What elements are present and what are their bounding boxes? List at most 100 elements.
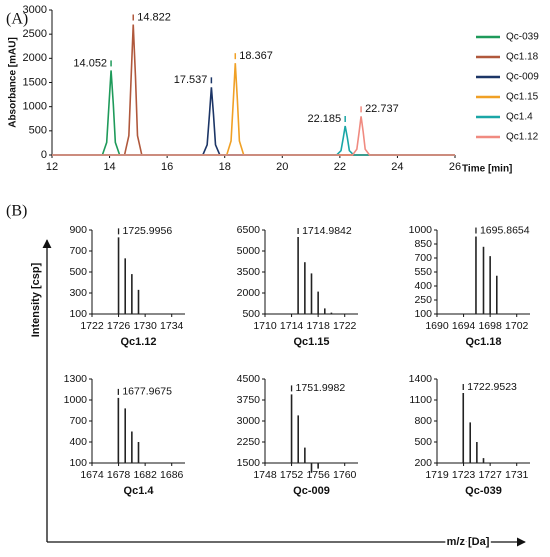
- x-tick-label: 1674: [80, 469, 104, 481]
- x-tick-label: 1730: [133, 320, 157, 332]
- peak-label: 1677.9675: [122, 386, 172, 398]
- y-tick-label: 5000: [237, 245, 261, 257]
- legend-label: Qc-009: [506, 72, 539, 83]
- y-tick-label: 1000: [64, 394, 88, 406]
- y-tick-label: 6500: [237, 224, 261, 236]
- x-tick-label: 1734: [160, 320, 184, 332]
- peak-label: 18.367: [239, 50, 273, 62]
- x-tick-label: 1726: [107, 320, 131, 332]
- y-tick-label: 550: [414, 266, 432, 278]
- x-tick-label: 26: [449, 161, 461, 173]
- x-tick-label: 1718: [306, 320, 330, 332]
- line-series: [52, 125, 455, 156]
- y-tick-label: 500: [69, 266, 87, 278]
- y-tick-label: 3750: [237, 394, 261, 406]
- x-tick-label: 1690: [425, 320, 449, 332]
- chart-title: Qc-039: [465, 485, 502, 497]
- x-tick-label: 24: [391, 161, 403, 173]
- y-tick-label: 100: [69, 308, 87, 320]
- x-tick-label: 1694: [452, 320, 476, 332]
- x-tick-label: 1760: [333, 469, 357, 481]
- chart-title: Qc1.15: [293, 336, 329, 348]
- y-tick-label: 4500: [237, 373, 261, 385]
- legend-label: Qc1.4: [506, 112, 533, 123]
- y-tick-label: 300: [69, 287, 87, 299]
- y-tick-label: 0: [41, 149, 47, 161]
- y-tick-label: 3500: [237, 266, 261, 278]
- y-tick-label: 2500: [23, 28, 47, 40]
- x-tick-label: 1722: [80, 320, 104, 332]
- y-tick-label: 1100: [409, 394, 432, 406]
- x-tick-label: 1748: [253, 469, 277, 481]
- line-series: [52, 116, 455, 156]
- y-tick-label: 700: [69, 415, 87, 427]
- y-tick-label: 500: [29, 125, 47, 137]
- x-tick-label: 1731: [505, 469, 529, 481]
- y-tick-label: 800: [414, 415, 432, 427]
- peak-label: 1725.9956: [123, 225, 173, 237]
- x-tick-label: 1702: [505, 320, 529, 332]
- x-tick-label: 1752: [280, 469, 304, 481]
- axis-title: Time [min]: [462, 164, 512, 175]
- y-tick-label: 1300: [64, 373, 88, 385]
- x-tick-label: 1714: [280, 320, 304, 332]
- x-tick-label: 1727: [478, 469, 502, 481]
- x-tick-label: 20: [276, 161, 288, 173]
- x-tick-label: 1686: [160, 469, 184, 481]
- y-tick-label: 1400: [409, 373, 433, 385]
- y-tick-label: 700: [414, 252, 432, 264]
- y-tick-label: 1000: [409, 224, 433, 236]
- y-tick-label: 1000: [23, 101, 47, 113]
- y-tick-label: 100: [69, 457, 87, 469]
- peak-label: 14.052: [73, 57, 107, 69]
- x-tick-label: 12: [46, 161, 58, 173]
- peak-label: 1695.8654: [480, 224, 530, 236]
- y-tick-label: 100: [414, 308, 432, 320]
- x-tick-label: 1710: [253, 320, 277, 332]
- y-tick-label: 500: [242, 308, 260, 320]
- chart-title: Qc-009: [293, 485, 330, 497]
- x-tick-label: 14: [103, 161, 115, 173]
- line-series: [52, 70, 455, 156]
- x-tick-label: 1719: [425, 469, 449, 481]
- legend-label: Qc1.18: [506, 52, 539, 63]
- legend-label: Qc-039: [506, 32, 539, 43]
- y-tick-label: 400: [69, 436, 87, 448]
- line-series: [52, 24, 455, 156]
- x-tick-label: 1723: [452, 469, 476, 481]
- y-tick-label: 2000: [237, 287, 261, 299]
- peak-label: 1751.9982: [296, 382, 346, 394]
- y-tick-label: 700: [69, 245, 87, 257]
- peak-label: 1722.9523: [467, 381, 517, 393]
- y-tick-label: 3000: [23, 4, 47, 16]
- panel-label: (A): [6, 11, 28, 28]
- line-series: [52, 87, 455, 156]
- axis-title: Absorbance [mAU]: [8, 37, 19, 128]
- peak-label: 1714.9842: [302, 225, 352, 237]
- y-tick-label: 200: [414, 457, 432, 469]
- legend-label: Qc1.12: [506, 132, 539, 143]
- x-tick-label: 1722: [333, 320, 357, 332]
- y-tick-label: 250: [414, 294, 432, 306]
- y-tick-label: 1500: [23, 76, 47, 88]
- x-tick-label: 1678: [107, 469, 131, 481]
- x-tick-label: 22: [334, 161, 346, 173]
- y-tick-label: 500: [414, 436, 432, 448]
- peak-label: 22.737: [365, 103, 399, 115]
- peak-label: 22.185: [308, 113, 342, 125]
- peak-label: 14.822: [137, 11, 171, 23]
- x-tick-label: 18: [219, 161, 231, 173]
- y-tick-label: 1500: [237, 457, 261, 469]
- y-tick-label: 3000: [237, 415, 261, 427]
- panel-label: (B): [6, 203, 27, 220]
- axis-title: Intensity [csp]: [30, 262, 42, 337]
- y-tick-label: 2000: [23, 52, 47, 64]
- y-tick-label: 400: [414, 280, 432, 292]
- line-series: [52, 63, 455, 156]
- y-tick-label: 850: [414, 238, 432, 250]
- y-tick-label: 900: [69, 224, 87, 236]
- legend-label: Qc1.15: [506, 92, 539, 103]
- axis-title: m/z [Da]: [447, 536, 490, 548]
- chart-title: Qc1.18: [465, 336, 501, 348]
